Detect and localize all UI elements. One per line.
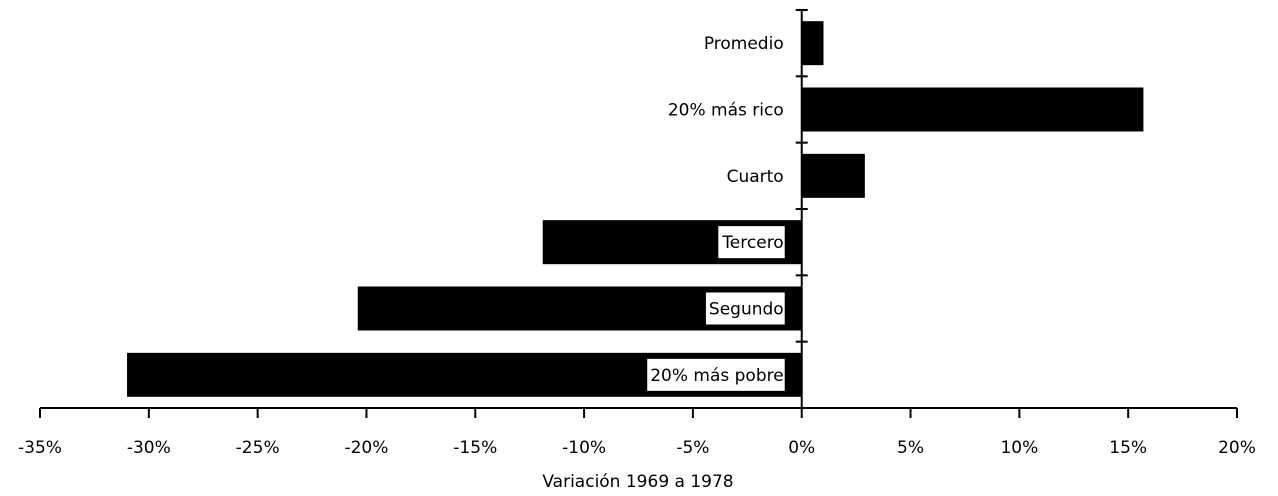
x-tick-label: 0% (788, 438, 815, 458)
label-background (700, 27, 785, 60)
x-tick-label: -15% (453, 438, 497, 458)
label-background (664, 93, 785, 126)
y-tick-label: Segundo (709, 300, 784, 320)
x-tick-label: -5% (676, 438, 709, 458)
label-background (723, 159, 785, 192)
bar (801, 21, 824, 66)
x-tick-label: -10% (562, 438, 606, 458)
x-tick-label: -20% (344, 438, 388, 458)
category-label-group: Segundo (705, 292, 785, 325)
x-axis-title: Variación 1969 a 1978 (542, 472, 733, 492)
category-label-group: Tercero (718, 226, 785, 259)
y-tick-label: 20% más rico (668, 101, 784, 121)
x-tick-label: 15% (1109, 438, 1147, 458)
bar (801, 87, 1144, 132)
x-tick-label: 5% (897, 438, 924, 458)
x-tick-label: 10% (1000, 438, 1038, 458)
y-tick-label: Cuarto (727, 167, 784, 187)
category-label-group: Cuarto (723, 159, 785, 192)
x-tick-label: -35% (18, 438, 62, 458)
category-label-group: 20% más rico (664, 93, 785, 126)
y-tick-label: Tercero (721, 233, 783, 253)
label-background (718, 226, 785, 259)
label-background (647, 358, 785, 391)
x-tick-label: -30% (127, 438, 171, 458)
x-tick-label: 20% (1218, 438, 1256, 458)
bar (801, 153, 865, 198)
y-tick-label: 20% más pobre (650, 366, 784, 386)
x-tick-label: -25% (236, 438, 280, 458)
label-background (705, 292, 785, 325)
y-tick-label: Promedio (704, 34, 784, 54)
category-label-group: Promedio (700, 27, 785, 60)
category-label-group: 20% más pobre (647, 358, 785, 391)
